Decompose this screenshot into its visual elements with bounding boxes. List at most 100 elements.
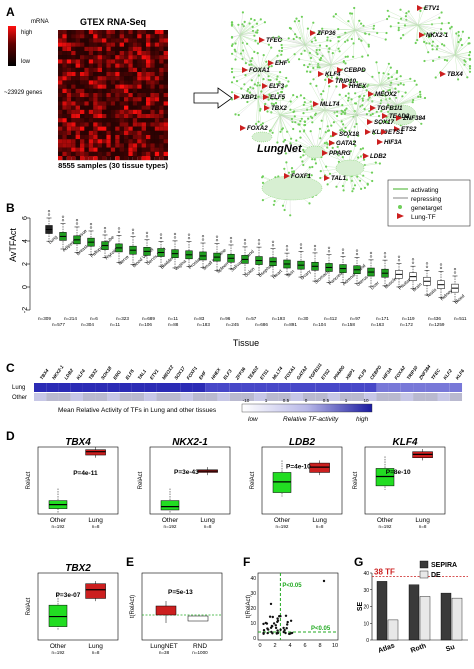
- target-gene-node: [389, 66, 392, 69]
- heatmap-cell: [102, 147, 107, 152]
- heatmap-cell: [137, 80, 142, 85]
- network-edge: [235, 97, 259, 115]
- heatmap-cell: [124, 97, 129, 102]
- sample-count-bottom: n=11: [110, 322, 120, 327]
- heatmap-cell: [66, 38, 72, 43]
- network-edge: [333, 114, 357, 123]
- network-edge: [396, 84, 417, 106]
- tf-gene-label: XBP1: [344, 368, 356, 382]
- target-gene-node: [396, 69, 399, 73]
- target-gene-node: [300, 117, 303, 120]
- other-label: Other: [377, 517, 394, 524]
- target-gene-node: [390, 75, 393, 79]
- heatmap-cell: [128, 84, 133, 89]
- network-edge: [239, 34, 243, 60]
- outlier: [173, 236, 177, 239]
- heatmap-cell: [124, 93, 129, 98]
- heatmap-cell: [163, 34, 168, 39]
- network-edge: [259, 60, 281, 71]
- heatmap-cell: [146, 156, 151, 161]
- y-tick-label: -2: [22, 307, 29, 313]
- target-gene-node: [346, 39, 349, 42]
- heatmap-cell: [102, 151, 107, 156]
- heatmap-cell: [62, 156, 67, 161]
- target-gene-node: [440, 28, 443, 31]
- heatmap-cell: [119, 72, 124, 77]
- network-edge: [239, 19, 255, 36]
- network-edge: [353, 114, 357, 142]
- heatmap-cell: [102, 80, 107, 85]
- network-edge: [355, 114, 381, 124]
- heatmap-cell: [163, 84, 168, 89]
- heatmap-cell: [66, 42, 72, 47]
- outlier: [243, 242, 247, 245]
- de-bar: [387, 619, 399, 641]
- heatmap-cell: [102, 139, 107, 144]
- lung-activity-cell: [46, 383, 59, 392]
- scatter-point: [267, 628, 270, 631]
- heatmap-cell: [75, 59, 80, 64]
- target-gene-node: [304, 123, 307, 127]
- target-gene-node: [343, 109, 347, 112]
- heatmap-cell: [66, 51, 72, 56]
- heatmap-cell: [66, 55, 72, 60]
- heatmap-cell: [137, 67, 142, 72]
- outlier: [313, 244, 317, 248]
- lung-tf-label: XBP1: [240, 94, 258, 101]
- target-gene-node: [369, 114, 372, 117]
- target-gene-node: [283, 138, 287, 142]
- heatmap-cell: [146, 126, 151, 131]
- target-gene-node: [336, 145, 339, 148]
- scatter-point: [266, 631, 269, 635]
- target-gene-node: [335, 85, 338, 88]
- target-gene-node: [332, 15, 335, 18]
- target-gene-node: [232, 76, 236, 79]
- target-gene-node: [309, 130, 312, 133]
- heatmap-cell: [159, 156, 164, 161]
- target-gene-node: [309, 70, 312, 74]
- network-edge: [324, 104, 343, 111]
- target-gene-node: [440, 11, 443, 14]
- other-activity-cell: [327, 393, 340, 401]
- network-edge: [329, 48, 332, 66]
- network-legend: [387, 179, 471, 227]
- heatmap-cell: [88, 72, 94, 77]
- sepira-bar: [376, 581, 388, 641]
- threshold-label: 38 TF: [374, 567, 395, 576]
- sample-count-bottom: n=304: [81, 322, 94, 327]
- sample-count-top: n=689: [142, 316, 155, 321]
- target-gene-node: [311, 121, 314, 124]
- target-gene-node: [468, 50, 472, 54]
- outlier: [47, 209, 51, 213]
- heatmap-cell: [137, 135, 142, 140]
- target-gene-node: [302, 148, 305, 151]
- target-gene-node: [326, 125, 329, 128]
- heatmap-cell: [71, 135, 76, 140]
- target-gene-node: [292, 94, 295, 97]
- network-edge: [304, 22, 314, 46]
- mrna-legend-high: high: [21, 30, 32, 36]
- heatmap-cell: [128, 59, 133, 64]
- heatmap-cell: [102, 55, 107, 60]
- heatmap-cell: [154, 42, 160, 47]
- heatmap-cell: [71, 93, 76, 98]
- scatter-point: [269, 602, 273, 606]
- heatmap-cell: [62, 30, 67, 35]
- network-edge: [239, 26, 253, 36]
- heatmap-cell: [84, 67, 89, 72]
- heatmap-cell: [71, 59, 76, 64]
- heatmap-cell: [150, 76, 155, 81]
- target-gene-node: [326, 129, 330, 132]
- target-gene-node: [270, 46, 273, 49]
- scatter-point: [279, 615, 282, 618]
- target-gene-node: [290, 167, 294, 170]
- target-gene-node: [344, 62, 347, 65]
- network-edge: [304, 44, 340, 52]
- lung-tf-node: [310, 30, 316, 36]
- target-gene-node: [461, 30, 464, 33]
- other-count: n=192: [52, 524, 65, 529]
- heatmap-cell: [62, 84, 67, 89]
- heatmap-cell: [58, 93, 63, 98]
- heatmap-cell: [84, 63, 89, 68]
- heatmap-cell: [159, 38, 164, 43]
